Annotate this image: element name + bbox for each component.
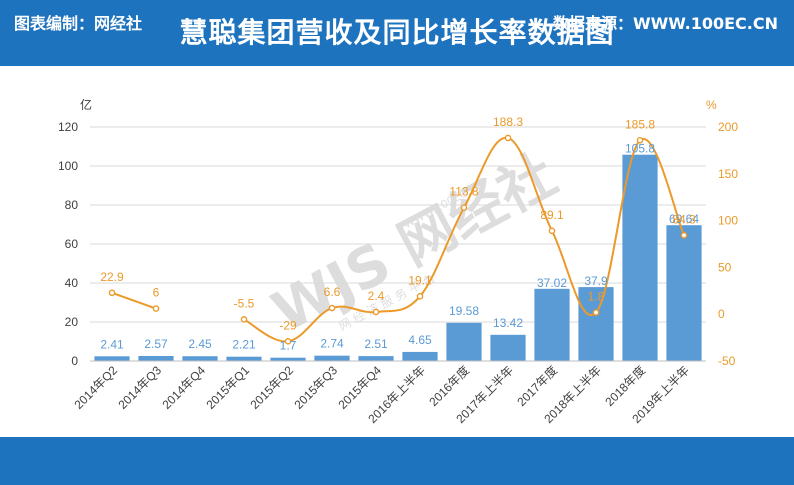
bar-value-label: 1.7 — [280, 339, 297, 353]
bar-value-label: 37.9 — [584, 274, 608, 288]
bar — [490, 334, 526, 361]
y-left-tick-label: 100 — [58, 159, 78, 173]
bar — [270, 357, 306, 361]
bar-value-label: 69.64 — [669, 212, 699, 226]
bar-value-label: 2.74 — [320, 337, 344, 351]
x-tick-label: 2015年Q2 — [248, 363, 297, 412]
bar — [666, 225, 702, 361]
line-marker — [284, 338, 292, 345]
bar — [622, 154, 658, 361]
bar-value-label: 2.41 — [100, 337, 124, 351]
line-marker — [328, 304, 336, 312]
x-tick-label: 2014年Q3 — [116, 363, 165, 412]
x-tick-label: 2015年Q1 — [204, 363, 253, 412]
y-right-tick-label: 200 — [718, 120, 738, 134]
title-bar — [0, 0, 794, 66]
line-value-label: 185.8 — [625, 117, 655, 131]
y-right-tick-label: 50 — [718, 260, 732, 274]
bar-value-label: 2.45 — [188, 337, 212, 351]
line-value-label: -5.5 — [234, 296, 255, 310]
bar-value-label: 37.02 — [537, 276, 567, 290]
combo-chart: WJS 网经社 网 经 济 服 务 平 台 WWW.100EC.CN 2.41 2… — [58, 97, 738, 426]
bar — [182, 356, 218, 361]
bar-series — [94, 154, 702, 361]
y-left-tick-label: 120 — [58, 120, 78, 134]
y-left-tick-label: 40 — [65, 276, 79, 290]
line-value-label: 6 — [153, 286, 160, 300]
line-value-label: -29 — [279, 318, 297, 332]
bar-value-label: 105.8 — [625, 142, 655, 156]
bar-value-label: 4.65 — [408, 333, 432, 347]
footer-source: 数据来源：WWW.100EC.CN — [552, 14, 778, 33]
bar — [226, 356, 262, 361]
watermark: WJS 网经社 网 经 济 服 务 平 台 WWW.100EC.CN — [262, 142, 567, 345]
line-value-label: 2.4 — [368, 289, 385, 303]
bar — [138, 355, 174, 361]
chart-title: 慧聪集团营收及同比增长率数据图 — [179, 16, 615, 49]
bar — [446, 322, 482, 361]
bar — [94, 356, 130, 361]
y-right-tick-label: 0 — [718, 307, 725, 321]
line-marker — [504, 134, 512, 142]
line-value-label: 84.3 — [672, 212, 696, 226]
bar-value-label: 2.51 — [364, 337, 388, 351]
y-left-unit: 亿 — [80, 97, 92, 112]
line-value-label: 113.8 — [449, 185, 478, 199]
bar-value-label: 2.21 — [232, 338, 256, 352]
bar-value-label: 19.58 — [449, 304, 479, 318]
line-marker — [680, 231, 688, 239]
line-marker — [240, 316, 248, 323]
bar — [358, 356, 394, 361]
x-tick-label: 2017年度 — [514, 363, 560, 409]
line-marker — [108, 289, 116, 297]
x-tick-label: 2016年度 — [426, 363, 472, 409]
footer-bar — [0, 437, 794, 485]
bar — [402, 351, 438, 361]
y-left-tick-label: 20 — [65, 315, 79, 329]
y-right-tick-label: 150 — [718, 167, 738, 181]
y-right-tick-label: 100 — [718, 214, 738, 228]
gridlines — [90, 126, 706, 323]
line-series — [108, 134, 688, 345]
line-marker — [416, 293, 424, 300]
bar — [534, 288, 570, 361]
bar — [314, 355, 350, 361]
data-labels: 2.41 2.57 2.45 2.21 1.7 2.74 2.51 4.65 19.58 13.4… — [100, 115, 699, 353]
line-marker — [548, 227, 556, 235]
line-marker — [460, 204, 468, 211]
line-value-label: 188.3 — [493, 115, 523, 129]
growth-line — [111, 291, 157, 310]
footer-credit: 图表编制：网经社 — [14, 14, 143, 33]
y-right-tick-label: -50 — [718, 354, 736, 368]
line-value-label: 22.9 — [100, 270, 124, 284]
y-left-tick-label: 60 — [65, 237, 79, 251]
line-marker — [592, 309, 600, 316]
x-tick-label: 2018年度 — [602, 363, 648, 409]
line-value-label: 89.1 — [540, 208, 564, 222]
y-left-tick-label: 0 — [71, 354, 78, 368]
line-marker — [152, 305, 160, 312]
bar-value-label: 2.57 — [144, 337, 168, 351]
line-marker — [372, 308, 380, 316]
bar-value-label: 13.42 — [493, 316, 523, 330]
line-value-label: 19.1 — [408, 273, 432, 287]
bar — [578, 287, 614, 361]
line-value-label: 1.8 — [588, 290, 605, 304]
line-value-label: 6.6 — [324, 285, 341, 299]
y-right-unit: % — [706, 98, 717, 112]
x-tick-label: 2014年Q2 — [72, 363, 121, 412]
chart-area: WJS 网经社 网 经 济 服 务 平 台 WWW.100EC.CN 2.41 2… — [0, 66, 794, 437]
y-left-tick-label: 80 — [65, 198, 79, 212]
x-tick-label: 2015年Q3 — [292, 363, 341, 412]
x-tick-label: 2014年Q4 — [160, 363, 209, 412]
line-marker — [636, 136, 644, 144]
